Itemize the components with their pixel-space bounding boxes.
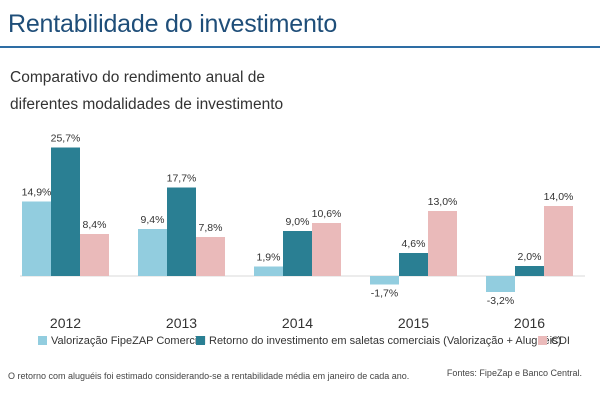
bar-fipezap-2015 <box>370 276 399 285</box>
data-label-saletas-2013: 17,7% <box>167 173 197 185</box>
bar-saletas-2012 <box>51 147 80 276</box>
category-label-2014: 2014 <box>282 315 313 331</box>
bar-fipezap-2016 <box>486 276 515 292</box>
data-label-fipezap-2013: 9,4% <box>141 214 165 226</box>
data-label-cdi-2014: 10,6% <box>312 208 342 220</box>
subtitle-line-1: Comparativo do rendimento anual de <box>10 69 266 86</box>
bar-saletas-2015 <box>399 253 428 276</box>
chart-subtitle: Comparativo do rendimento anual de difer… <box>10 64 390 118</box>
bar-cdi-2014 <box>312 223 341 276</box>
legend-swatch-saletas <box>196 336 205 345</box>
data-label-fipezap-2015: -1,7% <box>371 288 398 300</box>
legend-swatch-fipezap <box>38 336 47 345</box>
bar-fipezap-2012 <box>22 201 51 276</box>
data-label-saletas-2012: 25,7% <box>51 133 81 145</box>
category-label-2012: 2012 <box>50 315 81 331</box>
data-label-saletas-2016: 2,0% <box>518 251 542 263</box>
legend-item-cdi: CDI <box>538 335 570 347</box>
data-label-cdi-2013: 7,8% <box>199 222 223 234</box>
data-label-fipezap-2016: -3,2% <box>487 295 514 307</box>
title-divider <box>0 46 600 48</box>
category-label-2016: 2016 <box>514 315 545 331</box>
legend-swatch-cdi <box>538 336 547 345</box>
source-note: Fontes: FipeZap e Banco Central. <box>446 368 582 378</box>
data-label-cdi-2012: 8,4% <box>83 219 107 231</box>
data-label-saletas-2014: 9,0% <box>286 216 310 228</box>
legend-label-saletas: Retorno do investimento em saletas comer… <box>209 335 562 347</box>
footnote: O retorno com aluguéis foi estimado cons… <box>8 371 410 381</box>
bar-saletas-2014 <box>283 231 312 276</box>
data-label-saletas-2015: 4,6% <box>402 238 426 250</box>
chart-title: Rentabilidade do investimento <box>8 10 338 38</box>
legend-label-fipezap: Valorização FipeZAP Comercial <box>51 335 206 347</box>
data-label-cdi-2016: 14,0% <box>544 191 574 203</box>
data-label-fipezap-2012: 14,9% <box>22 187 52 199</box>
data-label-fipezap-2014: 1,9% <box>257 252 281 264</box>
bar-cdi-2012 <box>80 234 109 276</box>
legend-item-fipezap: Valorização FipeZAP Comercial <box>38 335 206 347</box>
legend-item-saletas: Retorno do investimento em saletas comer… <box>196 335 561 347</box>
bar-cdi-2013 <box>196 237 225 276</box>
category-label-2013: 2013 <box>166 315 197 331</box>
category-label-2015: 2015 <box>398 315 429 331</box>
legend-label-cdi: CDI <box>551 335 570 347</box>
bar-saletas-2016 <box>515 266 544 276</box>
bar-saletas-2013 <box>167 187 196 276</box>
bar-fipezap-2013 <box>138 229 167 276</box>
subtitle-line-2: diferentes modalidades de investimento <box>10 96 284 113</box>
bar-cdi-2015 <box>428 211 457 276</box>
data-label-cdi-2015: 13,0% <box>428 196 458 208</box>
bar-fipezap-2014 <box>254 266 283 276</box>
bar-cdi-2016 <box>544 206 573 276</box>
